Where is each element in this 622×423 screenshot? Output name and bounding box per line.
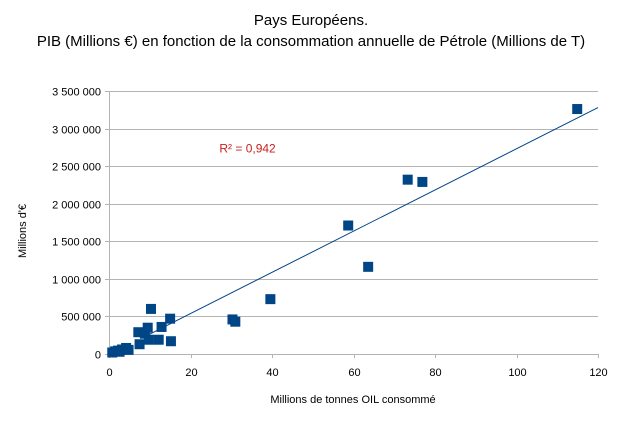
y-tick-label: 1 000 000 [52, 275, 101, 287]
data-point [123, 344, 134, 355]
y-tick-label: 2 000 000 [52, 200, 101, 212]
x-tick-label: 100 [508, 367, 526, 379]
data-point [363, 261, 374, 272]
y-tick-label: 2 500 000 [52, 162, 101, 174]
data-point [143, 334, 154, 345]
x-tick-label: 120 [589, 367, 607, 379]
data-point [165, 336, 176, 347]
x-axis-label: Millions de tonnes OIL consommé [270, 394, 435, 406]
data-point [572, 104, 583, 115]
data-point [156, 321, 167, 332]
x-tick-label: 80 [429, 367, 441, 379]
y-tick-label: 1 500 000 [52, 237, 101, 249]
trendline [147, 107, 599, 336]
chart-subtitle: PIB (Millions €) en fonction de la conso… [36, 33, 586, 50]
x-tick-label: 0 [106, 367, 112, 379]
trendline-group [147, 107, 599, 336]
data-point [142, 322, 153, 333]
data-point [133, 327, 144, 338]
x-tick-labels: 0 20 40 60 80 100 120 [106, 367, 607, 379]
data-point [402, 174, 413, 185]
data-point [417, 176, 428, 187]
x-tick-label: 40 [266, 367, 278, 379]
chart-title: Pays Européens. [253, 12, 369, 29]
y-axis-label: Millions d'€ [17, 204, 29, 258]
data-point [230, 316, 241, 327]
r-squared-annotation: R² = 0,942 [219, 142, 276, 156]
y-tick-label: 3 500 000 [52, 87, 101, 99]
data-point [165, 313, 176, 324]
data-point [265, 294, 276, 305]
y-tick-label: 0 [95, 350, 101, 362]
data-points [107, 104, 583, 358]
data-point [139, 328, 150, 339]
x-tick-label: 20 [185, 367, 197, 379]
data-point [134, 339, 145, 350]
gridlines [109, 91, 598, 317]
y-tick-label: 3 000 000 [52, 125, 101, 137]
x-tick-label: 60 [348, 367, 360, 379]
data-point [145, 303, 156, 314]
y-tick-labels: 0 500 000 1 000 000 1 500 000 2 000 000 2 500… [52, 87, 101, 362]
data-point [153, 334, 164, 345]
y-tick-label: 500 000 [61, 312, 101, 324]
annotations: R² = 0,942 [219, 142, 276, 156]
data-point [343, 220, 354, 231]
